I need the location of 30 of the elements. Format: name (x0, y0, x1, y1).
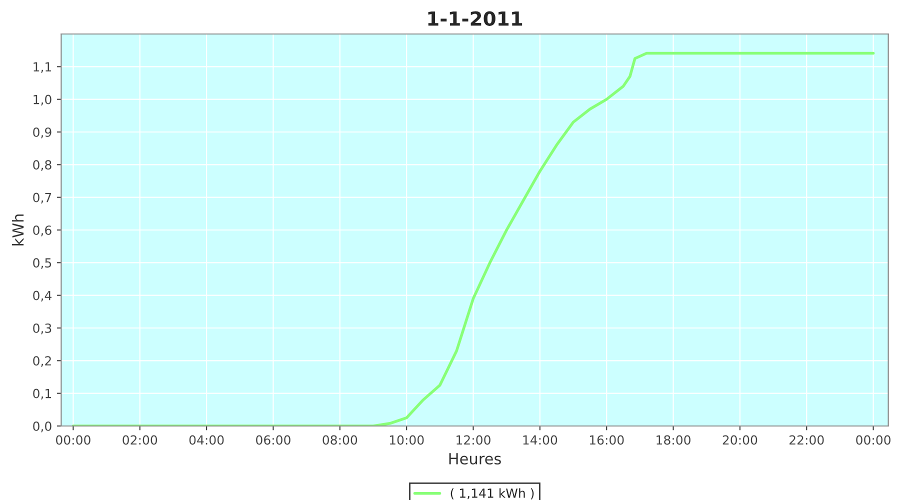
x-tick-label: 22:00 (790, 435, 824, 445)
chart-title: 1-1-2011 (428, 11, 522, 26)
y-tick-label: 0,3 (33, 323, 52, 334)
y-tick-label: 0,0 (33, 421, 52, 432)
legend-label: ( 1,141 kWh ) (450, 488, 534, 500)
x-tick-label: 00:00 (856, 435, 890, 445)
y-tick-label: 1,0 (34, 94, 52, 106)
y-axis-title: kWh (12, 214, 24, 246)
x-tick-label: 14:00 (523, 435, 558, 445)
x-tick-label: 02:00 (122, 435, 158, 445)
y-tick-label: 0,6 (33, 225, 52, 236)
y-tick-label: 1,1 (34, 62, 52, 73)
y-tick-label: 0,4 (33, 290, 52, 302)
x-tick-label: 04:00 (189, 435, 224, 445)
x-axis-title: Heures (449, 453, 501, 465)
y-tick-label: 0,1 (33, 388, 52, 400)
y-tick-label: 0,7 (33, 192, 52, 204)
y-tick-label: 0,8 (33, 160, 52, 171)
x-tick-label: 08:00 (322, 435, 358, 445)
line-series (72, 52, 875, 426)
y-tick-label: 0,9 (33, 127, 52, 138)
x-tick-label: 20:00 (722, 435, 758, 445)
y-tick-label: 0,2 (33, 356, 51, 367)
x-tick-label: 00:00 (56, 435, 90, 445)
x-tick-label: 12:00 (456, 435, 490, 445)
x-tick-label: 10:00 (390, 435, 424, 445)
x-tick-label: 16:00 (590, 435, 624, 445)
y-tick-label: 0,5 (33, 258, 52, 269)
x-tick-label: 18:00 (656, 435, 690, 445)
x-tick-label: 06:00 (256, 435, 290, 445)
